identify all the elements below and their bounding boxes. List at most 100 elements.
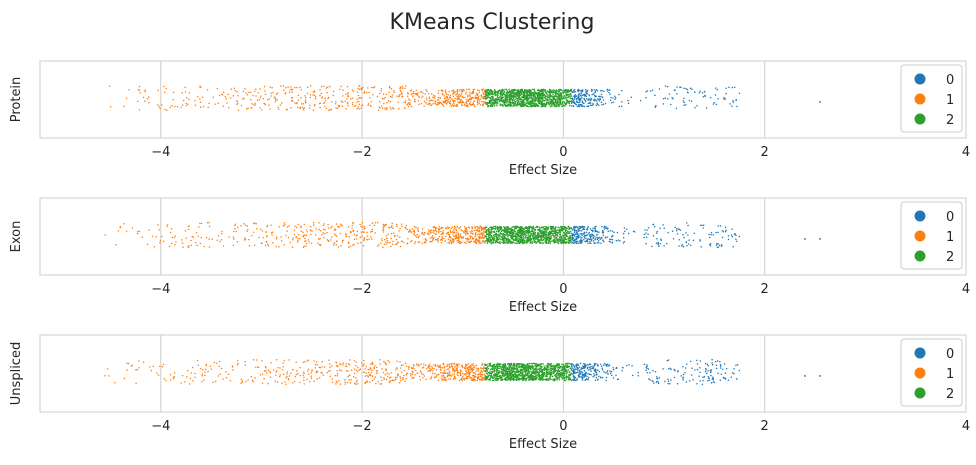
data-point [507,226,509,228]
data-point [340,100,343,102]
data-point [401,87,404,89]
data-point [319,244,322,246]
data-point [341,241,344,243]
data-point [346,95,349,97]
data-point [819,238,821,240]
data-point [266,226,268,228]
data-point [368,91,370,94]
data-point [391,224,393,227]
data-point [573,95,576,97]
x-tick-label: −4 [151,282,170,297]
data-point [191,235,193,238]
data-point [360,225,362,228]
data-point [526,99,528,102]
data-point [476,238,478,241]
data-point [526,91,529,93]
data-point [610,370,613,373]
data-point [524,101,526,103]
data-point [468,241,470,244]
data-point [482,233,484,235]
data-point [447,238,450,240]
data-point [309,94,312,96]
data-point [442,104,444,106]
data-point [575,98,578,100]
data-point [327,97,329,100]
data-point [725,229,727,231]
data-point [717,225,720,227]
data-point [558,105,560,107]
data-point [507,96,509,98]
data-point [557,238,560,241]
data-point [543,236,545,239]
data-point [144,89,146,91]
data-point [357,366,359,369]
data-point [347,102,349,105]
data-point [470,235,473,238]
data-point [495,235,498,238]
data-point [297,94,300,97]
data-point [322,228,325,230]
data-point [569,104,571,107]
data-point [250,375,253,378]
data-point [173,237,176,239]
data-point [607,227,609,230]
data-point [508,88,510,91]
data-point [321,234,323,236]
data-point [560,376,563,378]
data-point [579,232,581,235]
data-point [212,96,215,98]
data-point [723,96,725,99]
data-point [257,92,259,94]
data-point [553,96,555,99]
data-point [501,99,503,101]
data-point [570,240,572,242]
data-point [499,232,502,234]
data-point [261,230,264,232]
data-point [356,370,359,373]
data-point [349,245,352,248]
data-point [621,101,623,103]
data-point [332,244,335,247]
data-point [233,238,235,240]
data-point [422,92,424,94]
data-point [542,88,545,91]
data-point [594,95,596,98]
data-point [335,235,338,237]
data-point [336,240,338,242]
data-point [582,93,585,96]
data-point [602,239,604,242]
data-point [566,232,568,235]
data-point [297,239,299,242]
data-point [203,245,206,248]
data-point [586,105,588,108]
data-point [451,238,454,240]
data-point [584,94,587,96]
data-point [596,100,598,102]
data-point [184,230,187,232]
data-point [495,98,497,100]
data-point [473,226,476,229]
data-point [683,97,685,100]
data-point [585,91,587,94]
data-point [465,237,467,240]
data-point [601,104,603,106]
data-point [236,100,239,102]
data-point [457,232,460,235]
data-point [523,95,525,98]
data-point [559,93,561,96]
data-point [703,90,706,93]
data-point [719,225,722,227]
legend-marker [914,93,926,105]
data-point [591,104,593,107]
data-point [347,105,349,107]
data-point [469,237,472,240]
data-point [696,105,698,107]
data-point [502,89,504,92]
data-point [282,224,285,227]
data-point [225,370,227,373]
data-point [613,231,615,233]
data-point [488,93,491,96]
data-point [431,372,434,375]
data-point [304,237,306,240]
data-point [559,92,562,95]
